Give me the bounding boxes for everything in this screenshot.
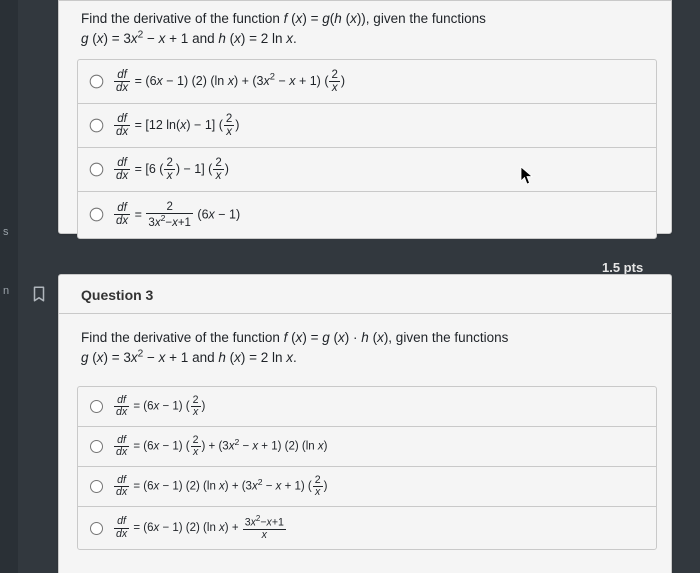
q2-choices: dfdx = (6x − 1) (2) (ln x) + (3x2 − x + …	[77, 59, 657, 239]
q3-choice-1-radio[interactable]	[90, 400, 103, 413]
q2-choice-2[interactable]: dfdx = [12 ln(x) − 1] (2x)	[78, 104, 656, 148]
q3-stem: Find the derivative of the function f (x…	[81, 328, 651, 368]
q3-choice-4-expr: dfdx = (6x − 1) (2) (ln x) + 3x2−x+1x	[113, 515, 287, 541]
q3-stem-line2: g (x) = 3x2 − x + 1 and h (x) = 2 ln x.	[81, 350, 297, 365]
q2-stem: Find the derivative of the function f (x…	[59, 1, 671, 55]
q3-choice-1-expr: dfdx = (6x − 1) (2x)	[113, 395, 205, 418]
q3-choices: dfdx = (6x − 1) (2x) dfdx = (6x − 1) (2x…	[77, 386, 657, 550]
q2-stem-line1: Find the derivative of the function f (x…	[81, 11, 486, 26]
bookmark-icon[interactable]	[30, 285, 48, 303]
q2-choice-2-radio[interactable]	[90, 118, 104, 132]
nav-letter-s: s	[3, 226, 9, 238]
q3-choice-4[interactable]: dfdx = (6x − 1) (2) (ln x) + 3x2−x+1x	[78, 507, 656, 549]
q3-header: Question 3	[59, 275, 671, 314]
q3-choice-2-expr: dfdx = (6x − 1) (2x) + (3x2 − x + 1) (2)…	[113, 435, 327, 458]
q2-choice-1-expr: dfdx = (6x − 1) (2) (ln x) + (3x2 − x + …	[113, 69, 345, 94]
q3-choice-3-expr: dfdx = (6x − 1) (2) (ln x) + (3x2 − x + …	[113, 475, 327, 498]
q3-stem-line1: Find the derivative of the function f (x…	[81, 330, 508, 345]
q2-choice-1-radio[interactable]	[90, 74, 104, 88]
q3-choice-2-radio[interactable]	[90, 440, 103, 453]
q2-choice-4-radio[interactable]	[90, 208, 104, 222]
question-2-panel: Find the derivative of the function f (x…	[58, 0, 672, 234]
question-3-panel: Question 3 Find the derivative of the fu…	[58, 274, 672, 573]
q3-choice-1[interactable]: dfdx = (6x − 1) (2x)	[78, 387, 656, 427]
q3-choice-3[interactable]: dfdx = (6x − 1) (2) (ln x) + (3x2 − x + …	[78, 467, 656, 507]
q2-choice-1[interactable]: dfdx = (6x − 1) (2) (ln x) + (3x2 − x + …	[78, 60, 656, 104]
q2-choice-3-expr: dfdx = [6 (2x) − 1] (2x)	[113, 157, 229, 182]
nav-letter-n: n	[3, 285, 9, 297]
q3-choice-4-radio[interactable]	[90, 522, 103, 535]
q2-choice-4[interactable]: dfdx = 23x2−x+1 (6x − 1)	[78, 192, 656, 238]
q2-choice-4-expr: dfdx = 23x2−x+1 (6x − 1)	[113, 201, 240, 229]
q3-choice-2[interactable]: dfdx = (6x − 1) (2x) + (3x2 − x + 1) (2)…	[78, 427, 656, 467]
left-nav-strip: s n	[0, 0, 18, 573]
q3-choice-3-radio[interactable]	[90, 480, 103, 493]
q2-choice-3[interactable]: dfdx = [6 (2x) − 1] (2x)	[78, 148, 656, 192]
q2-choice-3-radio[interactable]	[90, 163, 104, 177]
q3-points: 1.5 pts	[602, 260, 643, 275]
q2-choice-2-expr: dfdx = [12 ln(x) − 1] (2x)	[113, 113, 239, 138]
q2-stem-line2: g (x) = 3x2 − x + 1 and h (x) = 2 ln x.	[81, 31, 297, 46]
